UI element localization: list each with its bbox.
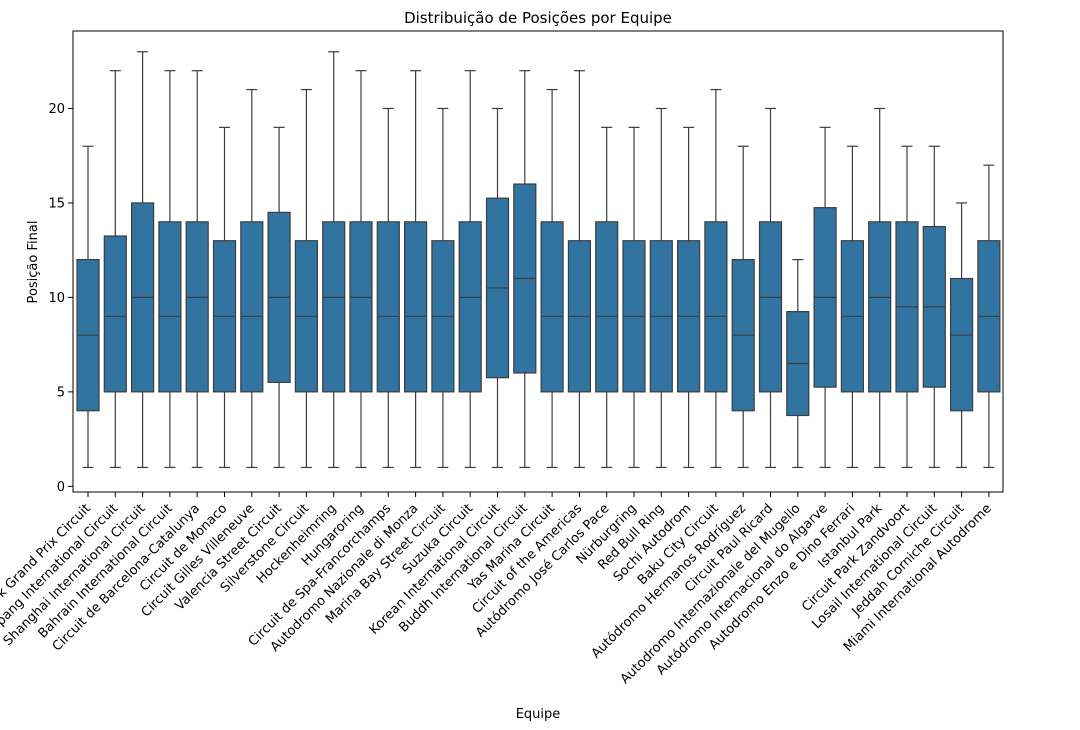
box xyxy=(158,221,182,393)
x-axis-label: Equipe xyxy=(516,707,561,722)
box xyxy=(404,221,428,393)
plot-area: 05101520Albert Park Grand Prix CircuitSe… xyxy=(0,51,1001,687)
y-tick-label: 5 xyxy=(57,385,65,400)
y-tick-label: 10 xyxy=(48,291,65,306)
box xyxy=(103,235,127,393)
box xyxy=(540,221,564,393)
plot-frame xyxy=(72,30,1004,493)
box xyxy=(376,221,400,393)
y-tick-label: 0 xyxy=(57,480,65,495)
box xyxy=(185,221,209,393)
box xyxy=(240,221,264,393)
box xyxy=(458,221,482,393)
box xyxy=(949,277,974,412)
box xyxy=(868,221,892,393)
box xyxy=(704,221,728,393)
box xyxy=(322,221,346,393)
y-axis-label: Posição Final xyxy=(26,221,41,304)
box xyxy=(595,221,619,393)
y-tick-label: 15 xyxy=(48,196,65,211)
chart-title: Distribuição de Posições por Equipe xyxy=(404,9,672,27)
box xyxy=(758,221,783,393)
box xyxy=(349,221,373,393)
y-tick-label: 20 xyxy=(48,102,65,117)
